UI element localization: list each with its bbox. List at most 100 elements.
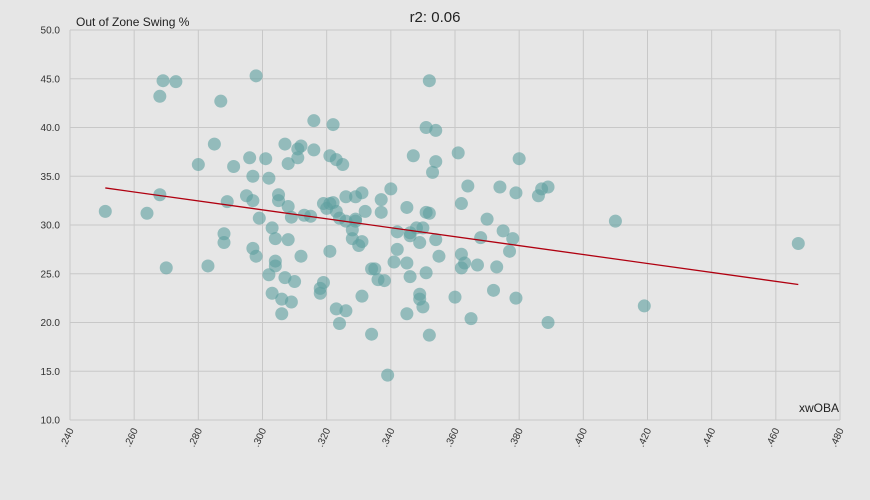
data-point: [381, 368, 395, 382]
data-point: [403, 270, 417, 284]
y-tick-label: 35.0: [41, 172, 61, 183]
data-point: [429, 155, 443, 169]
data-point: [496, 224, 510, 238]
data-point: [400, 200, 414, 214]
data-point: [470, 258, 484, 272]
data-point: [246, 169, 260, 183]
data-point: [272, 194, 286, 208]
data-point: [429, 123, 443, 137]
data-point: [422, 328, 436, 342]
data-point: [217, 227, 231, 241]
data-point: [294, 139, 308, 153]
data-point: [268, 232, 282, 246]
data-point: [608, 214, 622, 228]
data-point: [252, 211, 266, 225]
data-point: [307, 143, 321, 157]
data-point: [259, 152, 273, 166]
x-tick-label: .420: [636, 426, 654, 449]
y-tick-label: 15.0: [41, 367, 61, 378]
data-point: [390, 225, 404, 239]
data-point: [294, 249, 308, 263]
data-point: [265, 221, 279, 235]
data-point: [278, 137, 292, 151]
x-tick-label: .460: [764, 426, 782, 449]
x-tick-label: .320: [315, 426, 333, 449]
data-point: [281, 199, 295, 213]
data-point: [374, 193, 388, 207]
data-point: [281, 233, 295, 247]
x-tick-label: .440: [700, 426, 718, 449]
y-tick-label: 10.0: [41, 416, 61, 427]
data-point: [429, 233, 443, 247]
data-point: [316, 276, 330, 290]
data-point: [400, 256, 414, 270]
data-point: [506, 232, 520, 246]
data-point: [159, 261, 173, 275]
data-point: [451, 146, 465, 160]
data-point: [365, 327, 379, 341]
data-point: [512, 152, 526, 166]
x-tick-label: .300: [251, 426, 269, 449]
data-point: [541, 180, 555, 194]
data-point: [333, 316, 346, 330]
data-point: [422, 74, 436, 88]
data-point: [400, 307, 414, 321]
data-point: [336, 158, 350, 172]
data-point: [262, 171, 276, 185]
y-tick-label: 45.0: [41, 74, 61, 85]
data-point: [474, 231, 488, 245]
x-tick-label: .360: [444, 426, 462, 449]
data-point: [323, 244, 337, 258]
y-tick-label: 20.0: [41, 318, 61, 329]
data-point: [422, 206, 436, 220]
data-point: [326, 118, 340, 132]
data-point: [464, 312, 478, 326]
data-point: [541, 316, 555, 329]
data-point: [377, 274, 391, 288]
data-point: [448, 290, 462, 304]
data-point: [509, 186, 523, 200]
x-tick-label: .380: [508, 426, 526, 449]
data-point: [358, 204, 372, 218]
x-axis-label: xwOBA: [798, 401, 839, 415]
data-point: [461, 179, 475, 193]
data-point: [374, 205, 388, 219]
x-tick-label: .240: [59, 426, 77, 449]
data-point: [454, 197, 468, 211]
data-point: [207, 137, 221, 151]
data-point: [169, 75, 183, 89]
data-point: [503, 244, 517, 258]
data-point: [426, 165, 440, 179]
y-axis-label: Out of Zone Swing %: [76, 15, 190, 29]
data-point: [249, 69, 263, 83]
data-point: [265, 286, 279, 300]
data-point: [153, 188, 167, 202]
data-point: [637, 299, 651, 313]
x-tick-label: .280: [187, 426, 205, 449]
data-point: [432, 249, 446, 263]
data-point: [246, 194, 260, 208]
y-tick-label: 50.0: [41, 26, 61, 37]
data-point: [288, 275, 302, 289]
data-point: [349, 214, 363, 228]
data-point: [284, 295, 298, 309]
data-point: [214, 94, 228, 108]
data-point: [291, 151, 305, 165]
data-point: [390, 242, 404, 256]
data-point: [339, 304, 353, 318]
x-tick-label: .480: [829, 426, 847, 449]
x-tick-label: .400: [572, 426, 590, 449]
data-point: [413, 236, 427, 250]
data-point: [368, 262, 382, 276]
trend-line: [105, 187, 799, 286]
y-tick-label: 30.0: [41, 221, 61, 232]
data-point: [227, 160, 241, 173]
data-point: [509, 291, 523, 305]
data-point: [355, 289, 369, 303]
data-point: [384, 182, 398, 196]
data-point: [339, 190, 353, 204]
data-point: [355, 235, 369, 249]
data-point: [487, 283, 500, 297]
